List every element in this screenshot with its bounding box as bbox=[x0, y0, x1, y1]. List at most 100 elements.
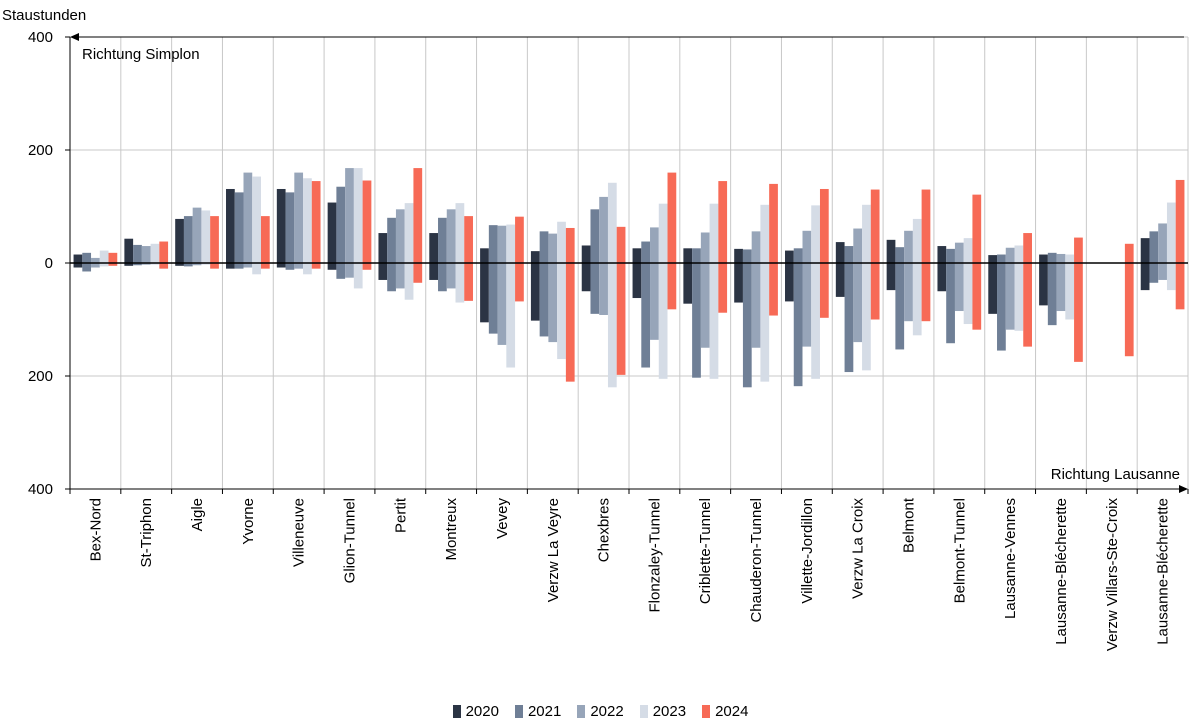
bar-2021-down bbox=[590, 263, 600, 314]
bar-2022-down bbox=[345, 263, 354, 278]
bar-2023-down bbox=[150, 263, 160, 265]
bar-2024-down bbox=[159, 263, 169, 269]
x-tick-label: Villeneuve bbox=[291, 498, 308, 567]
bar-2024-down bbox=[1175, 263, 1185, 310]
bar-2024-up bbox=[1175, 179, 1185, 263]
bar-2024-down bbox=[362, 263, 372, 270]
bar-2021-up bbox=[1149, 231, 1159, 263]
bar-2024-down bbox=[921, 263, 931, 322]
bar-2020-down bbox=[937, 263, 947, 292]
bar-2024-down bbox=[413, 263, 423, 283]
bar-2020-down bbox=[835, 263, 845, 297]
x-tick-label: Pertit bbox=[392, 497, 409, 533]
bar-2021-down bbox=[844, 263, 854, 373]
bar-2021-down bbox=[438, 263, 447, 292]
bar-2022-down bbox=[497, 263, 507, 345]
bar-2021-up bbox=[946, 248, 955, 263]
x-tick-label: Verzw Villars-Ste-Croix bbox=[1104, 498, 1121, 652]
bar-2022-up bbox=[853, 228, 863, 263]
bar-2023-up bbox=[811, 205, 820, 263]
bar-2022-up bbox=[1005, 247, 1015, 263]
bar-2021-up bbox=[133, 244, 142, 263]
x-tick-labels: Bex-Nord St-Triphon Aigle Yvorne Villeneuve G… bbox=[87, 497, 1171, 651]
bar-2024-up bbox=[718, 181, 728, 263]
arrow-right-icon bbox=[1179, 485, 1188, 493]
bar-2024-down bbox=[260, 263, 270, 269]
bar-2022-down bbox=[548, 263, 558, 343]
bar-2020-down bbox=[886, 263, 896, 291]
y-axis-title: Staustunden bbox=[2, 7, 86, 24]
legend-swatch bbox=[577, 704, 586, 718]
bar-2021-down bbox=[946, 263, 955, 344]
bar-2024-up bbox=[769, 183, 778, 263]
bar-2020-down bbox=[1039, 263, 1048, 306]
x-tick-label: Chexbres bbox=[596, 498, 613, 562]
y-tick-label: 200 bbox=[28, 368, 53, 385]
bar-2021-up bbox=[997, 254, 1006, 263]
x-tick-label: Yvorne bbox=[240, 498, 257, 545]
bar-2023-down bbox=[607, 263, 617, 388]
bar-2023-down bbox=[862, 263, 871, 371]
bar-2020-down bbox=[378, 263, 388, 280]
bar-2022-up bbox=[904, 230, 913, 263]
bar-2022-down bbox=[853, 263, 863, 343]
bar-2021-up bbox=[183, 216, 193, 263]
bar-2021-up bbox=[1047, 252, 1057, 263]
bar-2020-down bbox=[530, 263, 540, 321]
bar-2020-down bbox=[73, 263, 83, 268]
legend-item-2021: 2021 bbox=[514, 703, 561, 720]
bar-2020-up bbox=[835, 242, 845, 263]
x-tick-label: Lausanne-Vennes bbox=[1002, 498, 1019, 619]
legend-swatch bbox=[514, 704, 523, 718]
bar-2023-down bbox=[963, 263, 973, 325]
bar-2023-down bbox=[99, 263, 109, 267]
direction-label-lausanne: Richtung Lausanne bbox=[1051, 466, 1180, 483]
bar-2023-down bbox=[455, 263, 465, 303]
bar-2024-down bbox=[1074, 263, 1083, 362]
bar-2020-down bbox=[175, 263, 184, 266]
bar-2020-up bbox=[429, 233, 439, 263]
bar-2024-up bbox=[870, 189, 880, 263]
bar-2020-up bbox=[226, 188, 235, 263]
x-tick-label: Belmont bbox=[901, 497, 918, 553]
bar-2023-down bbox=[1014, 263, 1024, 331]
legend-label: 2020 bbox=[465, 702, 499, 720]
bar-2020-down bbox=[226, 263, 235, 269]
bar-2022-down bbox=[700, 263, 710, 348]
bar-2020-down bbox=[429, 263, 439, 280]
y-tick-label: 0 bbox=[45, 255, 53, 272]
bar-2024-up bbox=[159, 241, 169, 263]
bar-2023-up bbox=[760, 204, 770, 263]
y-tick-label: 200 bbox=[28, 142, 53, 159]
bar-2024-down bbox=[667, 263, 677, 310]
bar-2023-up bbox=[404, 203, 414, 263]
bar-2021-up bbox=[234, 192, 244, 263]
bar-2021-down bbox=[1149, 263, 1159, 283]
bar-2023-down bbox=[1065, 263, 1075, 320]
x-tick-label: Lausanne-Blécherette bbox=[1155, 498, 1172, 645]
bar-2023-down bbox=[912, 263, 922, 336]
bar-2021-down bbox=[997, 263, 1006, 351]
bar-2023-down bbox=[709, 263, 719, 379]
bar-2020-up bbox=[1140, 238, 1150, 263]
bar-2023-up bbox=[303, 178, 312, 263]
arrow-left-icon bbox=[70, 33, 79, 41]
bar-2020-down bbox=[734, 263, 743, 303]
bar-2022-down bbox=[243, 263, 253, 268]
bar-2020-up bbox=[175, 218, 184, 263]
bar-2024-down bbox=[819, 263, 829, 318]
bar-2024-up bbox=[362, 180, 372, 263]
bar-2024-up bbox=[616, 226, 626, 263]
bar-2023-up bbox=[1166, 202, 1176, 263]
legend-item-2023: 2023 bbox=[639, 703, 686, 720]
bar-2022-down bbox=[751, 263, 761, 348]
x-tick-label: Bex-Nord bbox=[87, 498, 104, 561]
x-tick-label: Flonzaley-Tunnel bbox=[646, 498, 663, 613]
bar-2020-up bbox=[632, 248, 642, 263]
bar-2022-up bbox=[548, 233, 558, 263]
bar-2023-up bbox=[709, 203, 719, 263]
bar-2023-down bbox=[506, 263, 516, 368]
bar-2024-down bbox=[1023, 263, 1032, 347]
bar-2020-up bbox=[73, 254, 83, 263]
bar-2023-up bbox=[353, 168, 363, 263]
